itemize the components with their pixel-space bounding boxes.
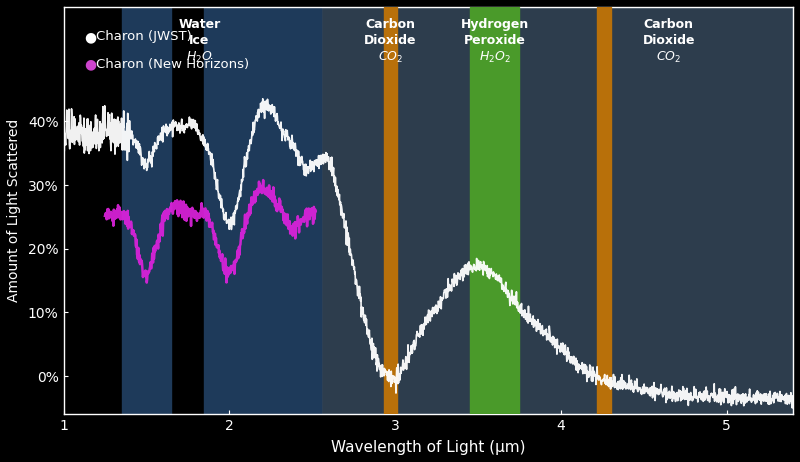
- Text: Hydrogen
Peroxide
$H_2O_2$: Hydrogen Peroxide $H_2O_2$: [461, 18, 529, 66]
- Text: Charon (New Horizons): Charon (New Horizons): [96, 58, 249, 71]
- Bar: [122, 7, 171, 414]
- Text: Carbon
Dioxide
$CO_2$: Carbon Dioxide $CO_2$: [364, 18, 416, 66]
- Y-axis label: Amount of Light Scattered: Amount of Light Scattered: [7, 119, 21, 302]
- Text: Carbon
Dioxide
$CO_2$: Carbon Dioxide $CO_2$: [642, 18, 695, 66]
- Bar: [321, 7, 793, 414]
- Bar: [383, 7, 397, 414]
- Bar: [470, 7, 519, 414]
- Text: Water
Ice
$H_2O$: Water Ice $H_2O$: [178, 18, 221, 66]
- X-axis label: Wavelength of Light (μm): Wavelength of Light (μm): [331, 440, 526, 455]
- Text: ●: ●: [84, 58, 96, 72]
- Text: Charon (JWST): Charon (JWST): [96, 30, 192, 43]
- Bar: [205, 7, 321, 414]
- Text: ●: ●: [84, 30, 96, 44]
- Bar: [598, 7, 610, 414]
